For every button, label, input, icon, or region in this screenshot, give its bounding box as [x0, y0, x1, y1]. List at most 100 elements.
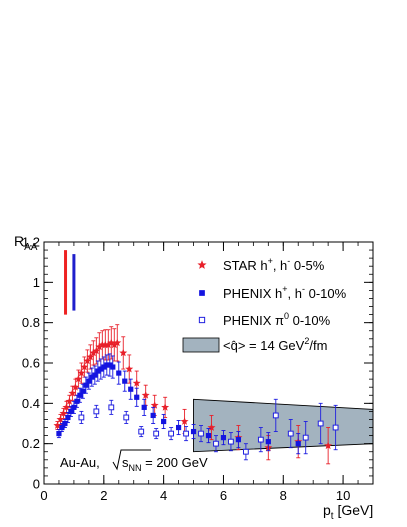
data-point — [56, 415, 65, 423]
data-point — [141, 391, 150, 399]
data-point — [108, 404, 115, 411]
data-point — [183, 430, 189, 437]
data-point — [53, 421, 62, 429]
data-point — [113, 338, 122, 347]
data-point — [98, 340, 107, 349]
y-tick-label: 0.2 — [22, 436, 40, 451]
data-point — [65, 397, 74, 405]
data-point — [168, 430, 175, 437]
data-point — [138, 428, 145, 435]
data-point — [213, 440, 219, 447]
data-point — [86, 378, 92, 384]
legend-phenix-label: PHENIX h+, h- 0-10% — [223, 284, 347, 301]
collision-annotation: Au-Au, sNN = 200 GeV — [60, 449, 208, 473]
data-point — [92, 346, 101, 355]
data-point — [190, 428, 197, 435]
data-point — [295, 441, 301, 447]
sqrt-sign — [112, 449, 151, 471]
data-point — [153, 430, 160, 437]
legend-pi0-label: PHENIX π0 0-10% — [223, 311, 331, 328]
legend-entry-phenix-hadrons: PHENIX h+, h- 0-10% — [199, 284, 347, 301]
y-tick-label: 0.6 — [22, 356, 40, 371]
y-tick-label: 0 — [33, 477, 40, 492]
x-tick-label: 6 — [220, 488, 227, 503]
data-layer — [53, 250, 339, 465]
data-point — [132, 378, 141, 387]
data-point — [80, 362, 89, 371]
data-point — [257, 436, 264, 443]
y-tick-label: 0.4 — [22, 396, 40, 411]
legend-entry-qhat-band: <q̂> = 14 GeV2/fm — [182, 336, 327, 353]
data-point — [123, 414, 130, 421]
data-point — [101, 340, 110, 349]
series-2 — [78, 398, 339, 461]
data-point — [150, 401, 159, 409]
data-point — [125, 364, 134, 373]
data-point — [74, 398, 80, 404]
data-point — [110, 364, 116, 370]
data-point — [116, 370, 122, 376]
legend-star-marker — [197, 260, 207, 269]
data-point — [83, 356, 92, 365]
data-point — [107, 362, 113, 368]
data-point — [161, 403, 170, 411]
data-point — [95, 342, 104, 351]
data-point — [324, 441, 333, 450]
data-point — [161, 418, 167, 425]
data-point — [89, 348, 98, 357]
collision-system-label: Au-Au, — [60, 455, 100, 470]
data-point — [95, 368, 101, 374]
data-point — [101, 364, 107, 370]
data-point — [62, 420, 68, 427]
y-tick-label: 1.2 — [22, 235, 40, 250]
data-point — [107, 338, 116, 347]
legend-entry-phenix-pi0: PHENIX π0 0-10% — [198, 311, 331, 328]
data-point — [98, 366, 104, 372]
x-tick-label: 8 — [280, 488, 287, 503]
data-point — [74, 374, 83, 383]
data-point — [71, 404, 77, 410]
data-point — [128, 386, 134, 392]
data-point — [272, 412, 279, 419]
data-point — [62, 403, 71, 411]
data-point — [180, 417, 189, 425]
legend: STAR h+, h- 0-5% PHENIX h+, h- 0-10% PHE… — [182, 256, 347, 353]
data-point — [287, 430, 294, 437]
legend-pi0-marker — [198, 316, 206, 324]
data-point — [68, 408, 74, 414]
data-point — [89, 374, 95, 380]
data-point — [83, 382, 89, 388]
legend-star-symbol — [197, 260, 207, 269]
legend-phenix-marker — [199, 290, 205, 296]
data-point — [207, 423, 216, 431]
data-point — [122, 378, 128, 384]
data-point — [317, 420, 324, 427]
data-point — [80, 388, 86, 394]
data-point — [302, 434, 309, 441]
x-tick-label: 0 — [40, 488, 47, 503]
data-point — [175, 424, 182, 431]
data-point — [104, 362, 110, 368]
y-tick-label: 1 — [33, 275, 40, 290]
data-point — [265, 439, 271, 445]
data-point — [235, 437, 242, 443]
data-point — [150, 412, 156, 419]
legend-open-square-symbol — [198, 316, 206, 324]
data-point — [205, 433, 212, 439]
y-axis-title: RAA — [14, 233, 38, 253]
series-1 — [56, 353, 301, 455]
data-point — [228, 438, 234, 445]
data-point — [198, 430, 204, 437]
x-axis-title: pt [GeV] — [323, 502, 373, 522]
data-point — [134, 394, 140, 400]
x-tick-label: 10 — [336, 488, 350, 503]
data-point — [86, 352, 95, 361]
data-point — [71, 383, 80, 391]
legend-band-swatch — [182, 337, 220, 353]
data-point — [110, 340, 119, 349]
x-tick-label: 4 — [160, 488, 167, 503]
legend-band-label: <q̂> = 14 GeV2/fm — [223, 336, 327, 353]
collision-energy-label: sNN = 200 GeV — [122, 455, 208, 473]
data-point — [332, 424, 339, 431]
